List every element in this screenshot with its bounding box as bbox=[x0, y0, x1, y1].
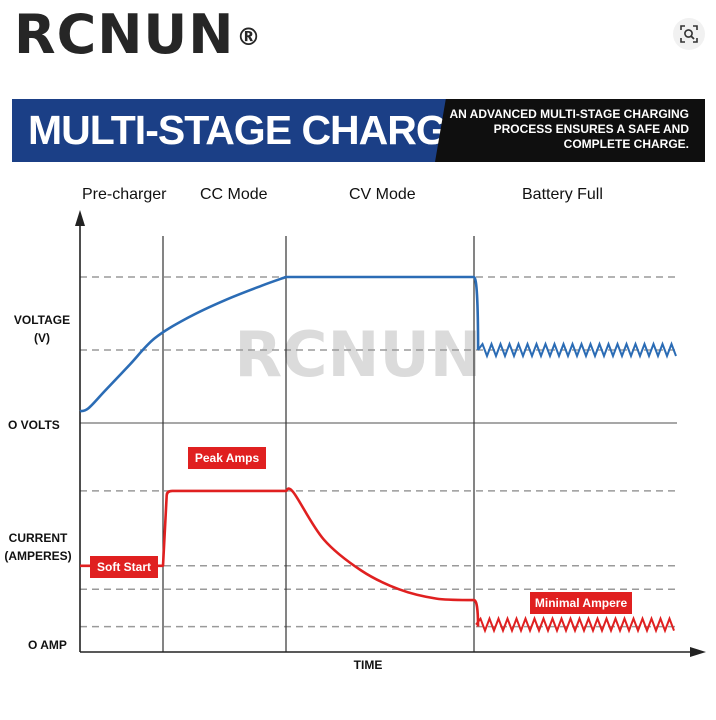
stage-dividers bbox=[162, 236, 475, 652]
voltage-series-line bbox=[79, 275, 480, 413]
x-axis-label: TIME bbox=[353, 658, 383, 672]
annotation-peak-amps: Peak Amps bbox=[188, 447, 266, 469]
chart-series bbox=[79, 275, 677, 634]
voltage-axis-label-line1: VOLTAGE bbox=[13, 313, 71, 327]
current-zero-label: O AMP bbox=[28, 638, 67, 652]
title-banner: MULTI-STAGE CHARGE AN ADVANCED MULTI-STA… bbox=[12, 99, 705, 162]
current-axis-label-line1: CURRENT bbox=[8, 531, 68, 545]
brand-logo: RCNUN® bbox=[14, 2, 261, 68]
y-axis-arrow bbox=[75, 210, 85, 226]
chart-axes bbox=[75, 210, 706, 657]
current-series-line bbox=[80, 487, 480, 627]
watermark-text: RCNUN bbox=[234, 318, 481, 391]
banner-dark-panel bbox=[435, 99, 705, 162]
current-axis-label: CURRENT (AMPERES) bbox=[2, 529, 74, 565]
stage-label-battery-full: Battery Full bbox=[522, 186, 603, 203]
x-axis-arrow bbox=[690, 647, 706, 657]
stage-label-precharger: Pre-charger bbox=[82, 186, 167, 203]
registered-mark: ® bbox=[236, 23, 262, 51]
voltage-axis-label: VOLTAGE (V) bbox=[8, 311, 76, 347]
voltage-zero-label: O VOLTS bbox=[8, 418, 60, 432]
current-float-ripple bbox=[475, 615, 675, 634]
voltage-axis-label-line2: (V) bbox=[34, 331, 50, 345]
current-axis-label-line2: (AMPERES) bbox=[4, 549, 72, 563]
voltage-float-ripple bbox=[477, 341, 677, 359]
stage-label-cc-mode: CC Mode bbox=[200, 186, 268, 203]
annotation-minimal-ampere: Minimal Ampere bbox=[530, 592, 632, 614]
banner-title: MULTI-STAGE CHARGE bbox=[28, 107, 474, 153]
stage-label-cv-mode: CV Mode bbox=[349, 186, 416, 203]
annotation-soft-start: Soft Start bbox=[90, 556, 158, 578]
banner-subtitle: AN ADVANCED MULTI-STAGE CHARGING PROCESS… bbox=[449, 107, 689, 151]
brand-name: RCNUN bbox=[14, 3, 235, 66]
image-search-button[interactable] bbox=[673, 18, 705, 50]
image-search-icon bbox=[680, 25, 698, 43]
